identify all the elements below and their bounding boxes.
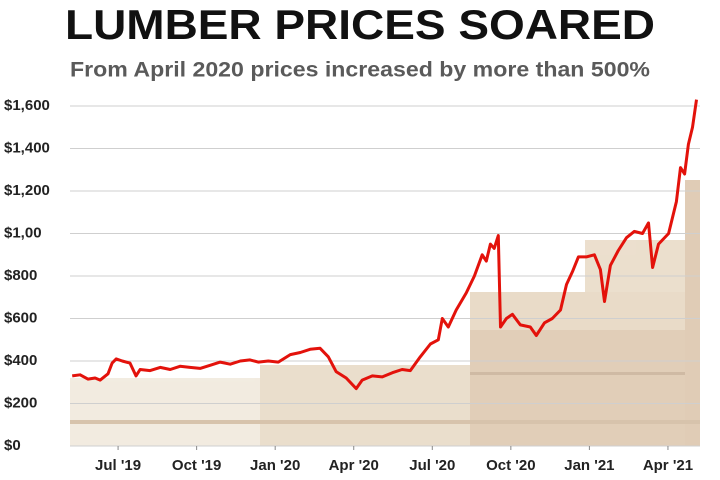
x-tick-label: Apr '20 [329, 457, 379, 474]
x-tick-label: Oct '19 [172, 457, 221, 474]
wood-seam [70, 420, 700, 424]
x-tick-label: Jul '19 [95, 457, 141, 474]
y-tick-label: $200 [4, 394, 37, 411]
y-tick-label: $0 [4, 437, 21, 454]
price-line [71, 99, 698, 391]
x-tick-label: Jul '20 [409, 457, 455, 474]
wood-seam [470, 372, 685, 375]
wood-plank [685, 180, 700, 446]
y-tick-label: $1,400 [4, 139, 50, 156]
wood-background [70, 180, 700, 446]
wood-plank [470, 292, 685, 330]
x-tick-label: Oct '20 [486, 457, 535, 474]
wood-plank [70, 378, 260, 446]
wood-plank [470, 330, 685, 446]
wood-plank [260, 365, 470, 446]
chart-subtitle: From April 2020 prices increased by more… [70, 59, 650, 82]
x-tick-label: Jan '21 [564, 457, 614, 474]
y-tick-label: $600 [4, 309, 37, 326]
chart-title: LUMBER PRICES SOARED [65, 1, 655, 48]
y-tick-label: $800 [4, 267, 37, 284]
y-tick-label: $1,600 [4, 97, 50, 114]
y-tick-label: $1,200 [4, 182, 50, 199]
x-tick-label: Jan '20 [250, 457, 300, 474]
y-tick-label: $400 [4, 352, 37, 369]
x-tick-label: Apr '21 [643, 457, 693, 474]
y-tick-label: $1,00 [4, 224, 42, 241]
